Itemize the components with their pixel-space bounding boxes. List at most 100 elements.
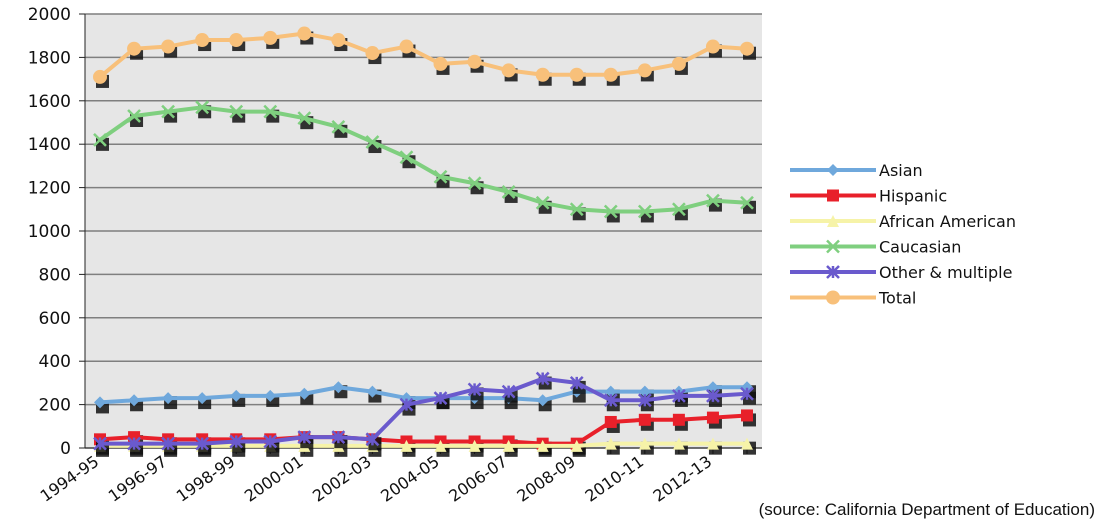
- series-other-multiple: [93, 371, 756, 455]
- caucasian-point: [365, 135, 380, 149]
- total-point: [637, 63, 652, 78]
- african-american-point: [468, 439, 481, 452]
- asian-point: [706, 381, 719, 394]
- x-tick-label: 1998-99: [173, 452, 239, 506]
- source-note: (source: California Department of Educat…: [758, 500, 1095, 519]
- other-multiple-point: [433, 391, 448, 405]
- total-point: [603, 67, 618, 82]
- total-point: [399, 39, 414, 54]
- legend-label: African American: [879, 212, 1016, 231]
- legend-swatch-marker: [827, 189, 839, 202]
- caucasian-point: [740, 195, 754, 210]
- legend-label: Hispanic: [879, 187, 947, 206]
- legend-swatch-marker: [826, 290, 840, 305]
- asian-point: [196, 392, 209, 405]
- y-tick-label: 0: [60, 439, 71, 459]
- legend-label: Caucasian: [879, 238, 961, 257]
- asian-point: [162, 392, 175, 405]
- other-multiple-point: [229, 434, 244, 449]
- african-american-point: [638, 437, 651, 450]
- asian-point: [536, 394, 549, 407]
- hispanic-point: [706, 411, 719, 424]
- asian-point: [638, 385, 651, 398]
- other-multiple-point: [672, 389, 686, 403]
- legend-label: Asian: [879, 161, 923, 180]
- other-multiple-point: [331, 430, 346, 445]
- caucasian-point: [127, 109, 141, 123]
- legend-swatch-marker: [826, 239, 840, 254]
- other-multiple-point: [399, 397, 414, 412]
- x-tick-label: 2000-01: [241, 452, 307, 506]
- total-point: [501, 63, 516, 78]
- y-tick-label: 2000: [28, 5, 71, 25]
- asian-point: [230, 389, 243, 402]
- total-point: [161, 39, 176, 54]
- y-tick-label: 600: [39, 309, 71, 329]
- x-tick-label: 1996-97: [105, 452, 171, 506]
- asian-point: [264, 389, 277, 402]
- other-multiple-point: [501, 384, 516, 399]
- x-tick-label: 2012-13: [650, 452, 716, 506]
- total-point: [740, 41, 754, 56]
- hispanic-point: [638, 413, 651, 426]
- legend: Asian Hispanic African American Caucasian Ot…: [790, 161, 1016, 308]
- y-tick-label: 400: [39, 352, 71, 372]
- x-tick-label: 2004-05: [377, 452, 443, 506]
- legend-swatch-marker: [827, 164, 839, 176]
- legend-label: Other & multiple: [879, 263, 1012, 282]
- series-caucasian: [93, 100, 756, 223]
- other-multiple-point: [740, 386, 754, 401]
- caucasian-point: [535, 195, 550, 210]
- asian-point: [332, 381, 345, 394]
- total-point: [671, 56, 686, 71]
- total-point: [297, 26, 312, 41]
- total-point: [263, 30, 278, 45]
- african-american-point: [536, 439, 549, 452]
- african-american-point: [741, 437, 753, 450]
- asian-point: [366, 385, 379, 398]
- total-point: [433, 56, 448, 71]
- total-point: [93, 69, 107, 84]
- caucasian-point: [637, 204, 652, 219]
- y-tick-label: 1400: [28, 135, 71, 155]
- african-american-point: [604, 437, 617, 450]
- caucasian-point: [467, 176, 482, 191]
- legend-swatch-marker: [826, 265, 840, 279]
- total-point: [229, 33, 244, 48]
- caucasian-point: [603, 204, 618, 219]
- legend-label: Total: [878, 289, 916, 308]
- caucasian-point: [229, 104, 244, 119]
- other-multiple-point: [127, 436, 141, 451]
- other-multiple-point: [603, 393, 618, 408]
- other-multiple-line: [100, 376, 748, 446]
- asian-point: [94, 396, 106, 409]
- african-american-point: [400, 439, 413, 452]
- y-tick-label: 1200: [28, 179, 71, 199]
- x-axis: 1994-95 1996-97 1998-99 2000-01 2002-03 2004-…: [37, 448, 748, 506]
- caucasian-point: [433, 169, 448, 184]
- x-tick-label: 2006-07: [445, 452, 511, 506]
- series-lines: [93, 26, 756, 457]
- other-multiple-point: [706, 389, 720, 403]
- legend-item-caucasian: Caucasian: [790, 238, 961, 257]
- legend-swatch-marker: [827, 215, 839, 227]
- series-total: [93, 26, 756, 88]
- other-multiple-point: [161, 436, 175, 451]
- total-point: [365, 46, 380, 61]
- caucasian-point: [672, 202, 686, 217]
- caucasian-point: [706, 193, 720, 208]
- legend-item-total: Total: [790, 289, 916, 308]
- y-tick-label: 200: [39, 396, 71, 416]
- caucasian-point: [399, 150, 414, 165]
- caucasian-point: [297, 111, 312, 126]
- caucasian-point: [161, 104, 175, 119]
- total-point: [705, 39, 720, 54]
- y-axis: 0 200 400 600 800 1000 1200 1400 1600 1800 2000: [28, 5, 762, 459]
- hispanic-point: [741, 409, 753, 422]
- total-point: [127, 41, 142, 56]
- caucasian-point: [569, 202, 584, 217]
- total-point: [467, 54, 482, 69]
- other-multiple-point: [365, 432, 380, 447]
- other-multiple-point: [195, 436, 210, 451]
